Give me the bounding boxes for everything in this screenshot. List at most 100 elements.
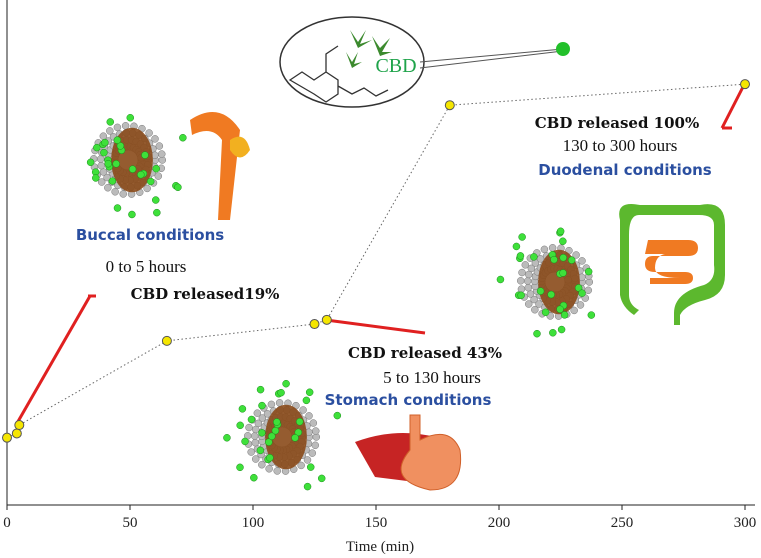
- x-tick-label: 200: [488, 515, 511, 531]
- annotation: CBD released19%: [131, 285, 280, 303]
- cbd-dot: [128, 165, 137, 173]
- lipid: [297, 461, 305, 470]
- x-tick-label: 0: [3, 515, 11, 531]
- cbd-dot: [247, 415, 256, 424]
- cbd-dot: [559, 237, 567, 246]
- data-point: [2, 432, 12, 443]
- cbd-dot: [559, 269, 567, 277]
- cbd-dot: [256, 446, 265, 455]
- lipid: [253, 409, 262, 417]
- cbd-dot: [92, 174, 100, 182]
- lipid: [251, 455, 260, 463]
- cbd-dot: [152, 196, 160, 204]
- cbd-dot: [108, 177, 117, 185]
- data-point: [11, 428, 22, 439]
- lipid: [570, 306, 578, 315]
- lipid: [113, 123, 122, 132]
- cbd-dot: [137, 170, 145, 179]
- cbd-dot: [141, 151, 149, 159]
- cbd-dot: [238, 405, 247, 413]
- cbd-dot: [587, 311, 596, 319]
- x-tick-label: 100: [242, 515, 265, 531]
- annotation: 0 to 5 hours: [106, 257, 187, 276]
- cbd-dot: [317, 474, 326, 483]
- annotation: 5 to 130 hours: [383, 368, 481, 387]
- molecule: [288, 45, 389, 103]
- cbd-dot: [153, 208, 161, 217]
- annotation: Duodenal conditions: [538, 161, 712, 179]
- cbd-dot: [536, 287, 545, 295]
- annotation: 130 to 300 hours: [563, 136, 678, 155]
- cbd-dot: [547, 290, 555, 299]
- cbd-dot: [549, 329, 557, 337]
- lipid: [299, 406, 307, 414]
- lipid: [119, 190, 127, 198]
- cbd-dot: [530, 253, 538, 261]
- cbd-dot: [112, 160, 120, 168]
- lipid: [305, 412, 313, 420]
- cbd-dot: [584, 267, 593, 276]
- lipid: [145, 129, 153, 137]
- lipid: [111, 188, 119, 196]
- nanoparticle: [86, 113, 187, 219]
- annotation: CBD released 43%: [348, 344, 502, 362]
- lipid: [158, 150, 166, 158]
- lipid: [99, 132, 108, 140]
- lipid: [96, 155, 105, 163]
- callout-line: [419, 50, 564, 69]
- lipid: [531, 305, 539, 314]
- lipid: [258, 460, 266, 469]
- cbd-dot: [266, 454, 274, 462]
- callout-line: [325, 318, 426, 335]
- lipid: [154, 172, 163, 180]
- cbd-dot: [93, 143, 101, 152]
- cbd-dot: [236, 421, 244, 430]
- x-tick-label: 50: [123, 515, 138, 531]
- illustrations: [190, 16, 725, 491]
- lipid: [578, 257, 586, 265]
- cbd-dot: [295, 417, 304, 426]
- core: [538, 249, 580, 315]
- x-tick-label: 150: [365, 515, 388, 531]
- lipid: [521, 261, 530, 269]
- lipid: [572, 251, 580, 259]
- data-point: [309, 319, 320, 330]
- lipid: [104, 183, 112, 192]
- cbd-dot: [578, 289, 586, 297]
- cbd-dot: [518, 233, 526, 241]
- cbd-dot: [223, 434, 231, 442]
- cbd-dot: [86, 158, 95, 167]
- cbd-dot: [306, 463, 315, 471]
- cbd-dot: [101, 138, 109, 147]
- lipid: [265, 465, 273, 473]
- cbd-dot: [273, 418, 281, 426]
- callout-line: [419, 48, 564, 63]
- lipid: [267, 400, 276, 409]
- callout-line: [720, 82, 747, 129]
- cbd-dot: [113, 136, 122, 144]
- lipid: [97, 178, 106, 186]
- cbd-dot: [533, 329, 541, 338]
- lipid: [309, 419, 318, 427]
- lipid: [584, 286, 593, 295]
- lipid: [311, 441, 320, 450]
- cbd-dot: [106, 118, 115, 126]
- cbd-dot: [258, 429, 266, 437]
- cbd-dot: [556, 227, 565, 236]
- data-point: [14, 420, 25, 431]
- lipid: [97, 161, 106, 170]
- cbd-dot: [256, 385, 265, 394]
- cbd-dot: [291, 434, 299, 442]
- cbd-dot: [557, 325, 566, 334]
- lipid: [143, 184, 151, 193]
- lipid: [273, 467, 281, 475]
- cbd-dot: [559, 253, 567, 262]
- lipid: [251, 438, 260, 447]
- lipid: [526, 290, 535, 298]
- lipid: [308, 449, 317, 457]
- stomach: [400, 414, 462, 491]
- cbd-dot: [550, 255, 558, 264]
- lipid: [99, 168, 108, 176]
- annotation: Buccal conditions: [76, 226, 224, 244]
- x-tick-label: 250: [611, 515, 634, 531]
